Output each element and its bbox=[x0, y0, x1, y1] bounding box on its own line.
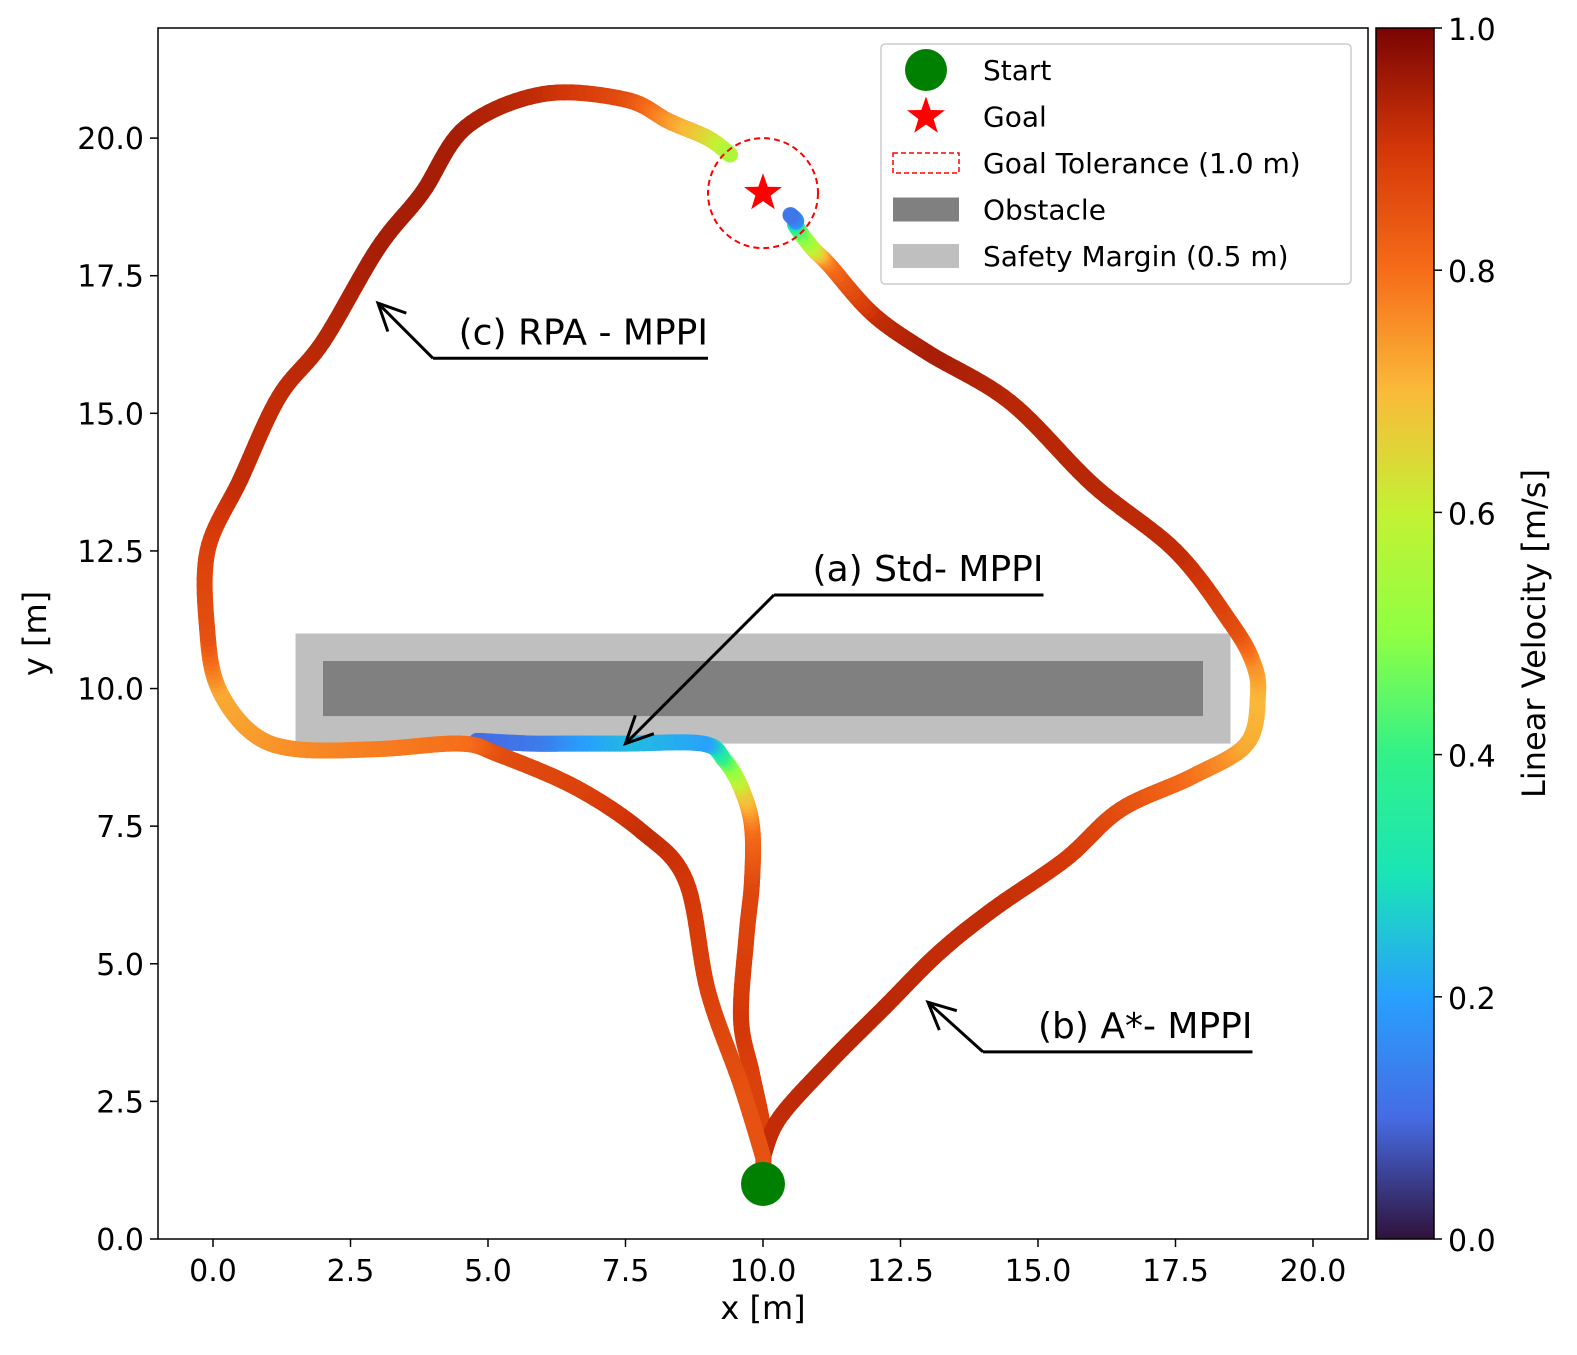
legend-start-marker bbox=[905, 49, 947, 91]
x-tick-label: 15.0 bbox=[1005, 1254, 1072, 1289]
y-tick-label: 0.0 bbox=[96, 1223, 144, 1258]
legend-goal-tolerance-label: Goal Tolerance (1.0 m) bbox=[983, 147, 1301, 180]
y-tick-label: 17.5 bbox=[77, 260, 144, 295]
legend-safety-margin-label: Safety Margin (0.5 m) bbox=[983, 240, 1289, 273]
legend-goal-label: Goal bbox=[983, 101, 1047, 134]
x-tick-label: 17.5 bbox=[1142, 1254, 1209, 1289]
y-tick-label: 15.0 bbox=[77, 397, 144, 432]
annotation-1: (b) A*- MPPI bbox=[925, 999, 1253, 1054]
x-tick-label: 0.0 bbox=[189, 1254, 237, 1289]
annotation-leader bbox=[376, 302, 435, 360]
annotation-2: (c) RPA - MPPI bbox=[375, 300, 708, 360]
annotation-arrowhead bbox=[375, 300, 407, 333]
y-tick-label: 10.0 bbox=[77, 673, 144, 708]
colorbar-tick-label: 0.4 bbox=[1448, 740, 1496, 775]
annotation-arrowhead bbox=[925, 999, 958, 1031]
x-tick-label: 5.0 bbox=[464, 1254, 512, 1289]
colorbar-tick-label: 0.0 bbox=[1448, 1224, 1496, 1259]
trajectory-series-rpa-mppi bbox=[196, 84, 771, 1165]
legend-goal-tolerance-patch bbox=[892, 152, 960, 174]
annotation-arrowhead bbox=[623, 714, 655, 747]
plot-area bbox=[196, 84, 1267, 1206]
y-axis-title: y [m] bbox=[16, 591, 54, 676]
colorbar-tick-label: 0.8 bbox=[1448, 255, 1496, 290]
legend-box bbox=[880, 43, 1352, 285]
annotation-label: (b) A*- MPPI bbox=[1038, 1006, 1253, 1047]
trajectory-series-astar-mppi bbox=[755, 207, 1267, 1165]
x-tick-label: 20.0 bbox=[1280, 1254, 1347, 1289]
y-tick-label: 12.5 bbox=[77, 535, 144, 570]
legend-safety-margin-patch bbox=[893, 244, 959, 268]
trajectory-segment bbox=[720, 145, 738, 163]
goal-tolerance-circle bbox=[707, 137, 819, 250]
colorbar-tick-label: 0.6 bbox=[1448, 497, 1496, 532]
colorbar-tick-label: 1.0 bbox=[1448, 13, 1496, 48]
x-tick-label: 2.5 bbox=[327, 1254, 375, 1289]
x-tick-label: 7.5 bbox=[602, 1254, 650, 1289]
colorbar-tick-label: 0.2 bbox=[1448, 982, 1496, 1017]
legend-obstacle-patch bbox=[893, 197, 959, 222]
x-tick-label: 12.5 bbox=[867, 1254, 934, 1289]
y-tick-label: 7.5 bbox=[96, 810, 144, 845]
y-tick-label: 2.5 bbox=[96, 1085, 144, 1120]
annotation-label: (a) Std- MPPI bbox=[813, 549, 1044, 590]
goal-star-marker bbox=[744, 173, 782, 210]
start-marker bbox=[741, 1161, 785, 1206]
y-tick-label: 5.0 bbox=[96, 948, 144, 983]
annotation-leader bbox=[926, 1001, 985, 1053]
colorbar-bar bbox=[1375, 27, 1435, 1240]
x-tick-label: 10.0 bbox=[730, 1254, 797, 1289]
annotation-leader bbox=[624, 593, 776, 745]
legend-goal-marker bbox=[907, 96, 945, 133]
x-axis-title: x [m] bbox=[720, 1289, 805, 1327]
legend-start-label: Start bbox=[983, 54, 1051, 87]
legend-obstacle-label: Obstacle bbox=[983, 194, 1106, 227]
colorbar-title: Linear Velocity [m/s] bbox=[1515, 469, 1553, 798]
annotation-label: (c) RPA - MPPI bbox=[459, 312, 708, 353]
annotation-0: (a) Std- MPPI bbox=[623, 549, 1044, 747]
obstacle-rect bbox=[323, 661, 1203, 717]
y-tick-label: 20.0 bbox=[77, 122, 144, 157]
